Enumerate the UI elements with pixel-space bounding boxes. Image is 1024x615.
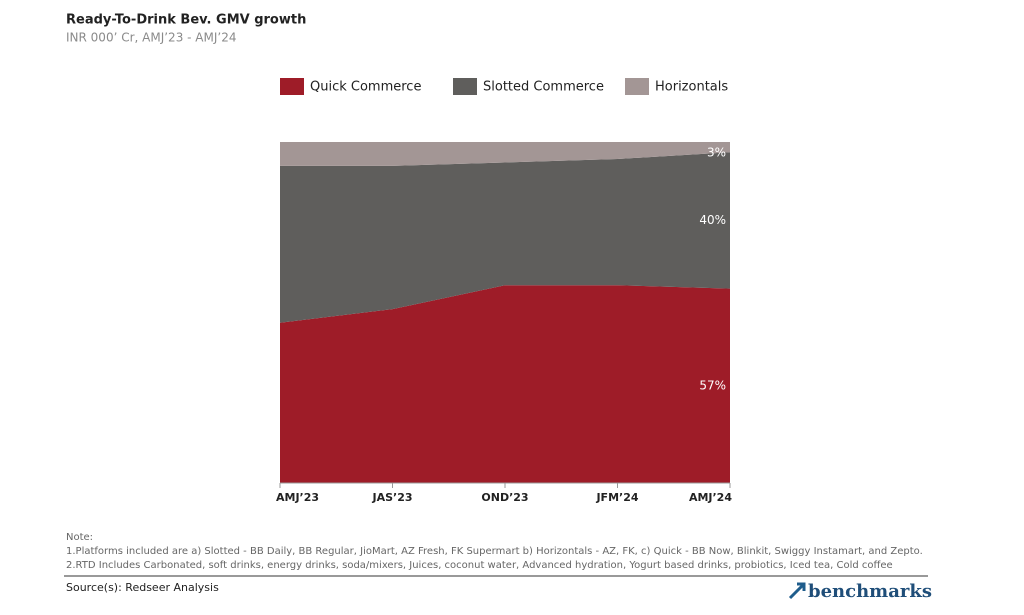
x-tick-label: JFM’24	[595, 491, 638, 504]
x-tick-label: AMJ’24	[689, 491, 732, 504]
brand-name: benchmarks	[808, 581, 932, 602]
x-tick-label: AMJ’23	[276, 491, 319, 504]
logo-icon	[788, 582, 806, 600]
note: 1.Platforms included are a) Slotted - BB…	[66, 546, 923, 557]
chart-title: Ready-To-Drink Bev. GMV growth	[66, 13, 306, 28]
area	[280, 285, 730, 483]
brand-logo: benchmarks	[788, 581, 932, 602]
x-tick-label: OND’23	[481, 491, 528, 504]
legend-label: Horizontals	[655, 80, 728, 95]
data-label: 3%	[707, 146, 726, 160]
area	[280, 152, 730, 323]
legend-swatch	[625, 78, 649, 95]
note-title: Note:	[66, 532, 93, 543]
area	[280, 142, 730, 166]
legend-label: Slotted Commerce	[483, 80, 604, 95]
data-label: 40%	[699, 213, 726, 227]
legend-swatch	[280, 78, 304, 95]
legend-swatch	[453, 78, 477, 95]
source: Source(s): Redseer Analysis	[66, 581, 219, 594]
legend-label: Quick Commerce	[310, 80, 421, 95]
chart-subtitle: INR 000’ Cr, AMJ’23 - AMJ’24	[66, 31, 236, 45]
note: 2.RTD Includes Carbonated, soft drinks, …	[66, 560, 893, 571]
data-label: 57%	[699, 378, 726, 392]
x-tick-label: JAS’23	[371, 491, 412, 504]
